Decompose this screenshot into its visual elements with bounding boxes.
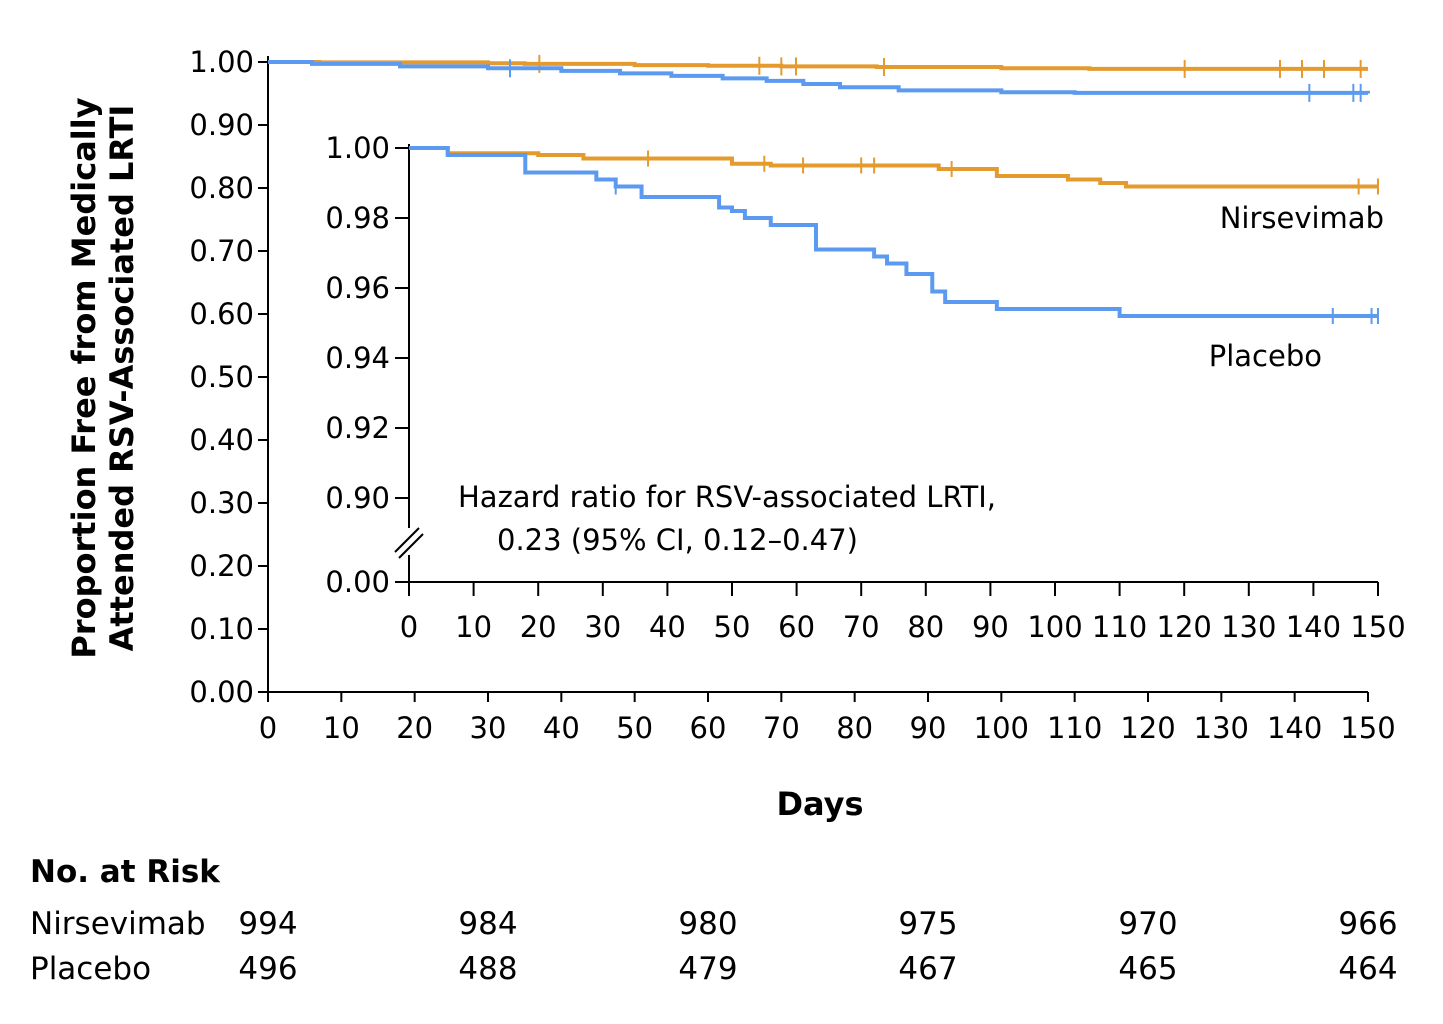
main-x-tick-label: 40	[543, 711, 580, 745]
main-axes: 0.00 0.10 0.20 0.30 0.40 0.50 0.60 0.70 0.80 0.90…	[189, 45, 1395, 745]
main-y-tick-label: 0.70	[189, 234, 254, 268]
main-x-tick-label: 120	[1120, 711, 1175, 745]
main-y-tick-label: 0.30	[189, 486, 254, 520]
inset-x-tick-label: 40	[649, 610, 686, 644]
main-x-tick-label: 100	[974, 711, 1029, 745]
inset-x-tick-label: 80	[907, 610, 944, 644]
inset-y-tick-label: 1.00	[325, 131, 390, 165]
main-series-line-nirsevimab	[268, 60, 1368, 71]
main-x-tick-label: 110	[1047, 711, 1102, 745]
inset-x-tick-label: 110	[1092, 610, 1147, 644]
inset-y-tick-label: 0.90	[325, 481, 390, 515]
y-axis-label: Proportion Free from Medically Attended …	[65, 97, 141, 658]
inset-label-nirsevimab: Nirsevimab	[1220, 201, 1384, 235]
y-axis-label-line1: Proportion Free from Medically	[65, 97, 103, 658]
main-x-tick-label: 20	[396, 711, 433, 745]
hazard-annotation-line1: Hazard ratio for RSV-associated LRTI,	[458, 480, 996, 514]
y-axis-label-line2: Attended RSV-Associated LRTI	[103, 105, 141, 652]
main-x-tick-label: 70	[763, 711, 800, 745]
inset-y-tick-label: 0.98	[325, 201, 390, 235]
main-x-tick-label: 30	[470, 711, 507, 745]
main-y-tick-label: 0.20	[189, 549, 254, 583]
main-x-tick-label: 90	[910, 711, 947, 745]
main-series-line-placebo	[268, 60, 1370, 95]
inset-x-tick-label: 130	[1221, 610, 1276, 644]
inset-x-tick-label: 120	[1157, 610, 1212, 644]
inset-label-placebo: Placebo	[1209, 339, 1322, 373]
inset-break-tick-label: 0.00	[325, 565, 390, 599]
main-y-tick-label: 0.60	[189, 297, 254, 331]
axis-break-mark	[394, 527, 420, 553]
main-y-tick-label: 0.40	[189, 423, 254, 457]
inset-x-tick-label: 60	[778, 610, 815, 644]
main-y-tick-label: 0.90	[189, 108, 254, 142]
inset-x-tick-label: 30	[584, 610, 621, 644]
inset-x-tick-label: 140	[1286, 610, 1341, 644]
main-x-tick-label: 0	[259, 711, 277, 745]
main-x-tick-label: 60	[690, 711, 727, 745]
main-y-tick-label: 0.10	[189, 612, 254, 646]
inset-series-line-nirsevimab	[409, 146, 1378, 189]
inset-series-line-placebo	[409, 146, 1378, 318]
inset-y-tick-label: 0.96	[325, 271, 390, 305]
axis-break-mark	[398, 533, 424, 559]
inset-x-tick-label: 50	[714, 610, 751, 644]
inset-y-tick-label: 0.94	[325, 341, 390, 375]
main-y-tick-label: 0.50	[189, 360, 254, 394]
main-x-tick-label: 80	[836, 711, 873, 745]
x-axis-label: Days	[776, 785, 863, 823]
inset-x-tick-label: 10	[455, 610, 492, 644]
inset-x-tick-label: 150	[1350, 610, 1405, 644]
main-y-tick-label: 0.00	[189, 675, 254, 709]
inset-y-tick-label: 0.92	[325, 411, 390, 445]
main-x-tick-label: 140	[1267, 711, 1322, 745]
inset-series	[409, 146, 1379, 324]
inset-x-tick-label: 70	[843, 610, 880, 644]
main-series	[268, 54, 1370, 102]
inset-x-tick-label: 20	[520, 610, 557, 644]
main-y-tick-label: 1.00	[189, 45, 254, 79]
inset-x-tick-label: 0	[400, 610, 418, 644]
inset-x-tick-label: 90	[972, 610, 1009, 644]
main-x-tick-label: 130	[1194, 711, 1249, 745]
main-x-tick-label: 50	[616, 711, 653, 745]
inset-axes: 0.90 0.92 0.94 0.96 0.98 1.00 0.00 0 10 20 30 40 50 6…	[325, 131, 1405, 644]
main-y-tick-label: 0.80	[189, 171, 254, 205]
inset-x-tick-label: 100	[1027, 610, 1082, 644]
hazard-annotation-line2: 0.23 (95% CI, 0.12–0.47)	[497, 523, 858, 557]
main-x-tick-label: 150	[1340, 711, 1395, 745]
main-x-tick-label: 10	[323, 711, 360, 745]
